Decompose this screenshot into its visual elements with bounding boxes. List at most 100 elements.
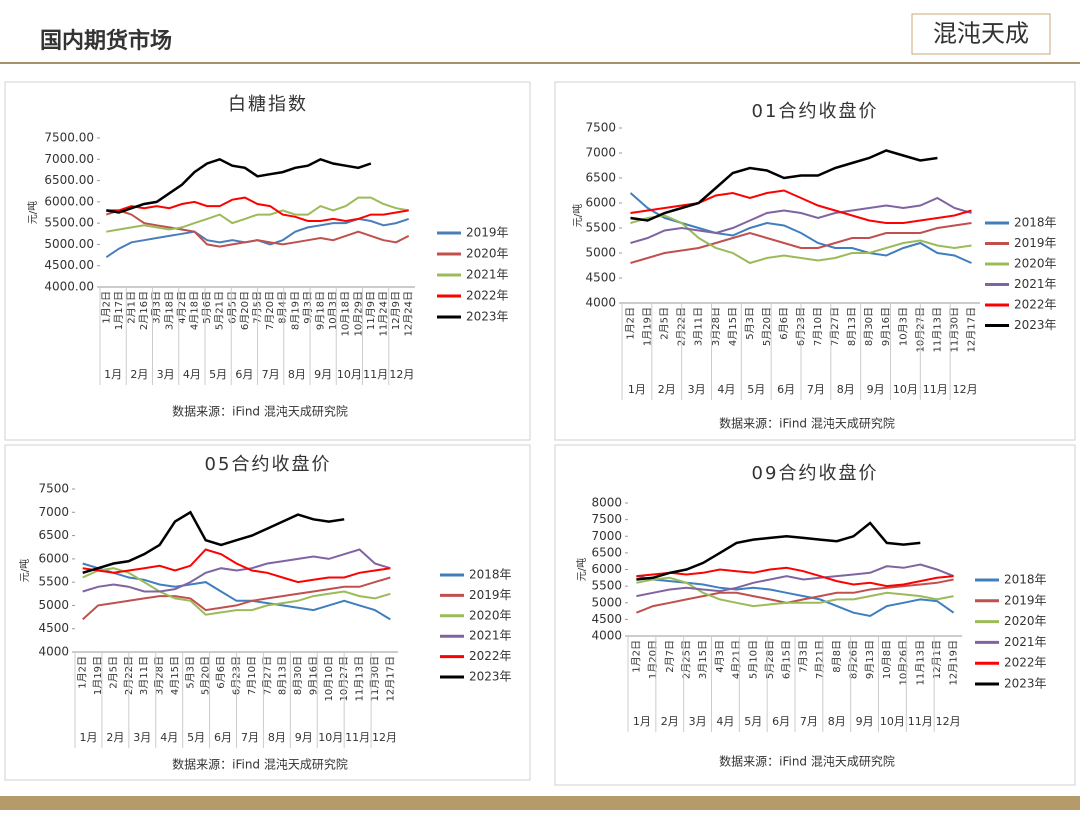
x-tick-label: 2月16日 <box>138 291 150 330</box>
series-line <box>630 222 972 264</box>
x-tick-label: 11月9日 <box>365 291 377 330</box>
legend-label: 2020年 <box>1014 257 1057 271</box>
x-tick-label: 2月1日 <box>126 291 138 324</box>
series-line <box>82 548 391 584</box>
series-line <box>630 196 972 244</box>
x-tick-label: 7月27日 <box>829 307 841 346</box>
y-tick-label: 8000 <box>591 496 622 510</box>
series-line <box>636 576 954 608</box>
y-tick-label: 7500 <box>38 482 69 496</box>
month-label: 5月 <box>187 731 205 744</box>
series-line <box>630 189 972 224</box>
series-line <box>106 196 409 223</box>
month-label: 1月 <box>633 715 651 728</box>
x-tick-label: 3月11日 <box>138 656 150 695</box>
x-tick-label: 2月5日 <box>107 656 119 689</box>
legend-label: 2021年 <box>1014 277 1057 291</box>
y-tick-label: 4000 <box>38 645 69 659</box>
x-tick-label: 7月3日 <box>797 640 809 673</box>
x-tick-label: 5月3日 <box>184 656 196 689</box>
x-tick-label: 3月15日 <box>697 640 709 679</box>
month-label: 4月 <box>160 731 178 744</box>
month-label: 9月 <box>295 731 313 744</box>
series-line <box>106 157 372 214</box>
series-line <box>636 563 954 598</box>
month-label: 4月 <box>716 715 734 728</box>
x-tick-label: 4月15日 <box>727 307 739 346</box>
legend-label: 2023年 <box>1014 318 1057 332</box>
logo: 混沌天成 <box>933 20 1029 48</box>
y-tick-label: 5500 <box>585 221 616 235</box>
month-label: 12月 <box>936 715 961 728</box>
x-tick-label: 4月21日 <box>731 640 743 679</box>
x-tick-label: 8月19日 <box>289 291 301 330</box>
x-tick-label: 12月9日 <box>390 291 402 330</box>
month-label: 10月 <box>880 715 905 728</box>
x-tick-label: 8月30日 <box>863 307 875 346</box>
panel <box>4 81 531 441</box>
legend-label: 2018年 <box>1014 216 1057 230</box>
month-label: 3月 <box>133 731 151 744</box>
y-tick-label: 5000 <box>591 595 622 609</box>
month-label: 8月 <box>828 715 846 728</box>
x-tick-label: 4月18日 <box>189 291 201 330</box>
month-label: 7月 <box>262 368 280 381</box>
x-tick-label: 9月13日 <box>864 640 876 679</box>
x-tick-label: 8月13日 <box>277 656 289 695</box>
month-label: 5月 <box>209 368 227 381</box>
month-label: 12月 <box>953 383 978 396</box>
y-axis-label: 元/吨 <box>26 201 39 224</box>
y-tick-label: 4500 <box>591 612 622 626</box>
x-tick-label: 10月8日 <box>881 640 893 679</box>
y-tick-label: 6500 <box>38 528 69 542</box>
series-line <box>636 521 921 581</box>
month-label: 3月 <box>157 368 175 381</box>
logo-box <box>911 13 1051 55</box>
month-label: 5月 <box>744 715 762 728</box>
x-tick-label: 7月10日 <box>812 307 824 346</box>
chart-title: 01合约收盘价 <box>752 101 879 122</box>
page-title: 国内期货市场 <box>40 28 172 54</box>
x-tick-label: 5月28日 <box>764 640 776 679</box>
x-tick-label: 10月26日 <box>898 640 910 685</box>
x-tick-label: 1月2日 <box>625 307 637 340</box>
month-label: 8月 <box>268 731 286 744</box>
x-tick-label: 5月20日 <box>761 307 773 346</box>
chart-title: 白糖指数 <box>228 94 308 115</box>
x-tick-label: 4月15日 <box>169 656 181 695</box>
legend-label: 2019年 <box>1014 236 1057 250</box>
x-tick-label: 1月2日 <box>100 291 112 324</box>
y-tick-label: 5500.00 <box>44 216 94 230</box>
month-label: 3月 <box>688 383 706 396</box>
x-tick-label: 2月25日 <box>680 640 692 679</box>
x-tick-label: 11月30日 <box>948 307 960 352</box>
series-line <box>82 562 391 621</box>
x-tick-label: 11月24日 <box>378 291 390 336</box>
x-tick-label: 3月3日 <box>151 291 163 324</box>
x-tick-label: 12月19日 <box>948 640 960 685</box>
month-label: 1月 <box>628 383 646 396</box>
month-label: 2月 <box>658 383 676 396</box>
x-tick-label: 10月10日 <box>323 656 335 701</box>
x-tick-label: 10月18日 <box>340 291 352 336</box>
legend-label: 2023年 <box>469 670 512 684</box>
month-label: 10月 <box>893 383 918 396</box>
source-note: 数据来源：iFind 混沌天成研究院 <box>172 404 348 419</box>
month-label: 10月 <box>337 368 362 381</box>
x-tick-label: 5月10日 <box>747 640 759 679</box>
x-tick-label: 7月27日 <box>261 656 273 695</box>
series-line <box>106 196 409 233</box>
x-tick-label: 9月16日 <box>880 307 892 346</box>
x-tick-label: 6月6日 <box>778 307 790 340</box>
y-tick-label: 6500 <box>585 171 616 185</box>
month-label: 9月 <box>856 715 874 728</box>
x-tick-label: 9月16日 <box>307 656 319 695</box>
y-tick-label: 7500 <box>585 121 616 135</box>
x-tick-label: 7月20日 <box>264 291 276 330</box>
legend-label: 2022年 <box>1014 298 1057 312</box>
y-tick-label: 4000 <box>585 296 616 310</box>
x-tick-label: 7月10日 <box>246 656 258 695</box>
y-tick-label: 7000 <box>38 505 69 519</box>
x-tick-label: 6月15日 <box>781 640 793 679</box>
